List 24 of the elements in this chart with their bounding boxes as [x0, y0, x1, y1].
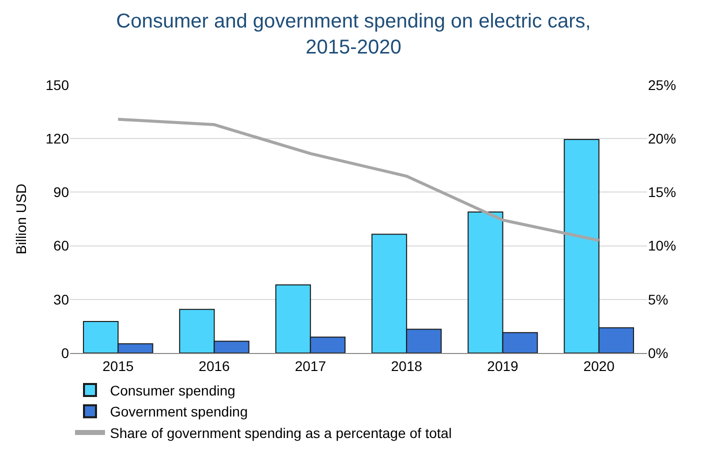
y2-tick-label: 0%: [648, 344, 668, 361]
x-tick-label: 2020: [583, 358, 615, 374]
x-tick-label: 2015: [102, 358, 134, 374]
y-tick-label: 60: [53, 238, 70, 254]
y-axis-title: Billion USD: [13, 184, 30, 254]
legend-label: Government spending: [110, 404, 248, 420]
y2-tick-label: 10%: [648, 238, 676, 254]
y-tick-label: 90: [53, 184, 70, 200]
y-tick-label: 120: [46, 130, 70, 146]
legend-label: Share of government spending as a percentage of total: [110, 424, 452, 441]
x-tick-label: 2018: [391, 358, 422, 374]
legend-label: Consumer spending: [110, 382, 236, 398]
y2-tick-label: 5%: [648, 291, 668, 308]
chart-title: Consumer and government spending on electric cars, 2015-2020: [116, 10, 591, 59]
x-tick-label: 2017: [294, 358, 326, 374]
y-tick-label: 30: [53, 291, 70, 308]
y2-tick-label: 20%: [648, 130, 676, 146]
x-tick-label: 2016: [198, 358, 230, 374]
line-series: [116, 118, 600, 242]
y2-tick-label: 25%: [648, 76, 676, 93]
y2-tick-label: 15%: [648, 184, 676, 200]
x-tick-label: 2019: [487, 358, 519, 374]
y-tick-label: 150: [46, 76, 70, 93]
y-tick-label: 0: [61, 344, 70, 361]
